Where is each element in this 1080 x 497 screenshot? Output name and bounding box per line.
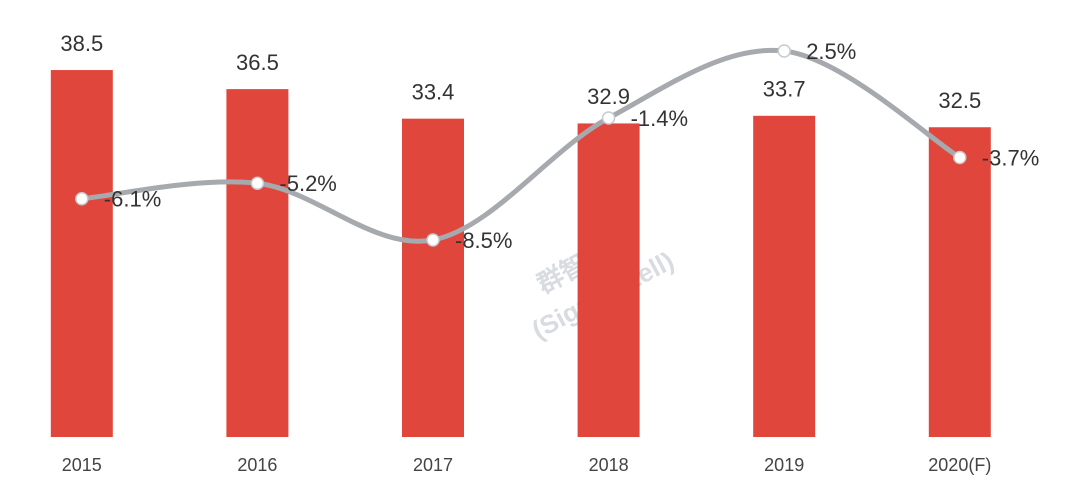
x-tick-label: 2016 — [237, 455, 277, 475]
bar-value-label: 38.5 — [60, 31, 103, 56]
line-value-label: -1.4% — [631, 106, 688, 131]
bar-value-label: 36.5 — [236, 50, 279, 75]
bar — [753, 115, 816, 438]
bar-value-label: 32.9 — [587, 84, 630, 109]
line-marker — [75, 191, 89, 206]
bar — [226, 89, 289, 437]
bar — [50, 70, 113, 437]
line-value-label: -3.7% — [982, 145, 1039, 170]
line-value-label: -5.2% — [279, 171, 336, 196]
bar-value-label: 33.4 — [412, 79, 455, 104]
bar-value-label: 32.5 — [938, 88, 981, 113]
x-tick-label: 2015 — [62, 455, 102, 475]
x-tick-label: 2019 — [764, 455, 804, 475]
bar-value-label: 33.7 — [763, 77, 806, 102]
line-marker — [601, 111, 616, 125]
x-tick-label: 2017 — [413, 455, 453, 475]
bar — [402, 118, 464, 438]
x-tick-label: 2018 — [589, 455, 629, 475]
bar — [577, 123, 640, 437]
line-marker — [426, 233, 440, 247]
line-value-label: -6.1% — [104, 187, 161, 212]
x-tick-label: 2020(F) — [928, 455, 991, 475]
line-marker — [777, 44, 791, 58]
line-value-label: -8.5% — [455, 228, 512, 253]
line-marker — [250, 176, 265, 191]
bar — [928, 127, 991, 437]
line-value-label: 2.5% — [806, 39, 856, 64]
line — [79, 47, 963, 244]
line-marker — [953, 150, 967, 165]
